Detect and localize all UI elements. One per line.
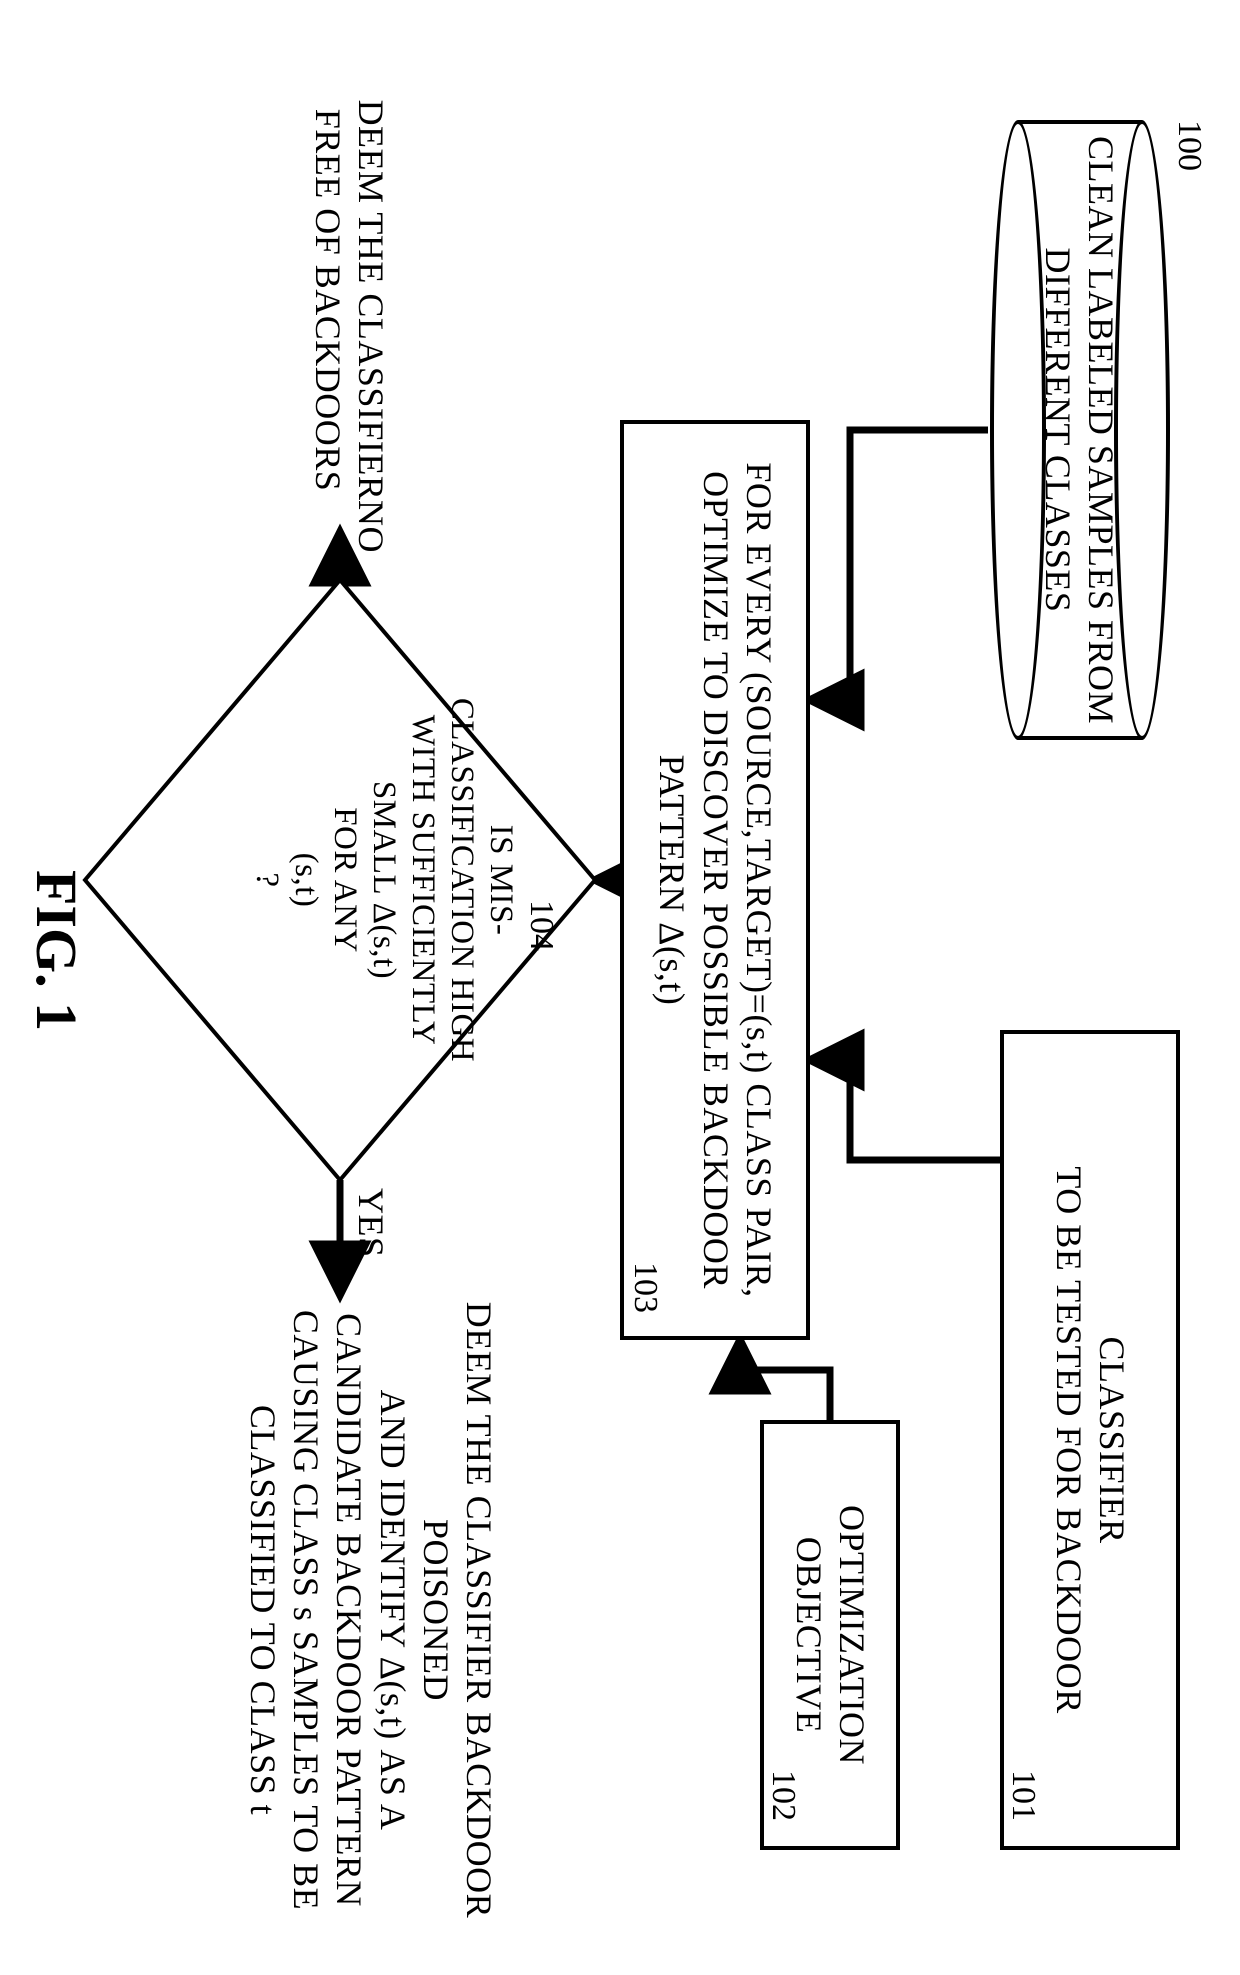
figure-caption: FIG. 1 [23,870,90,1031]
node-101-text: CLASSIFIER TO BE TESTED FOR BACKDOOR [1047,1166,1133,1713]
figure-canvas: CLEAN LABELED SAMPLES FROM DIFFERENT CLA… [0,0,1240,1975]
node-104-text-wrap: IS MIS- CLASSIFICATION HIGH WITH SUFFICI… [247,670,520,1090]
node-103-rect: FOR EVERY (SOURCE,TARGET)=(s,t) CLASS PA… [620,420,810,1340]
node-101-rect: CLASSIFIER TO BE TESTED FOR BACKDOOR [1000,1030,1180,1850]
outcome-no-text: DEEM THE CLASSIFIER FREE OF BACKDOORS [306,70,392,530]
yes-label: YES [349,1188,392,1258]
node-103-text: FOR EVERY (SOURCE,TARGET)=(s,t) CLASS PA… [650,432,780,1328]
node-104-ref: 104 [522,900,560,951]
edge-101-103 [812,1060,1000,1160]
edge-100-103 [812,430,988,700]
outcome-yes-text: DEEM THE CLASSIFIER BACKDOOR POISONED AN… [241,1300,500,1920]
node-102-ref: 102 [764,1770,802,1821]
node-100-cylinder: CLEAN LABELED SAMPLES FROM DIFFERENT CLA… [990,120,1170,740]
edge-102-103 [740,1342,830,1420]
node-103-ref: 103 [626,1262,664,1313]
node-100-ref: 100 [1170,120,1208,171]
figure-inner: CLEAN LABELED SAMPLES FROM DIFFERENT CLA… [0,0,1240,1975]
node-100-text: CLEAN LABELED SAMPLES FROM DIFFERENT CLA… [1036,120,1122,740]
node-101-ref: 101 [1004,1770,1042,1821]
outcome-yes: DEEM THE CLASSIFIER BACKDOOR POISONED AN… [241,1300,500,1920]
outcome-no: DEEM THE CLASSIFIER FREE OF BACKDOORS [306,70,392,530]
node-104-text: IS MIS- CLASSIFICATION HIGH WITH SUFFICI… [247,670,520,1090]
